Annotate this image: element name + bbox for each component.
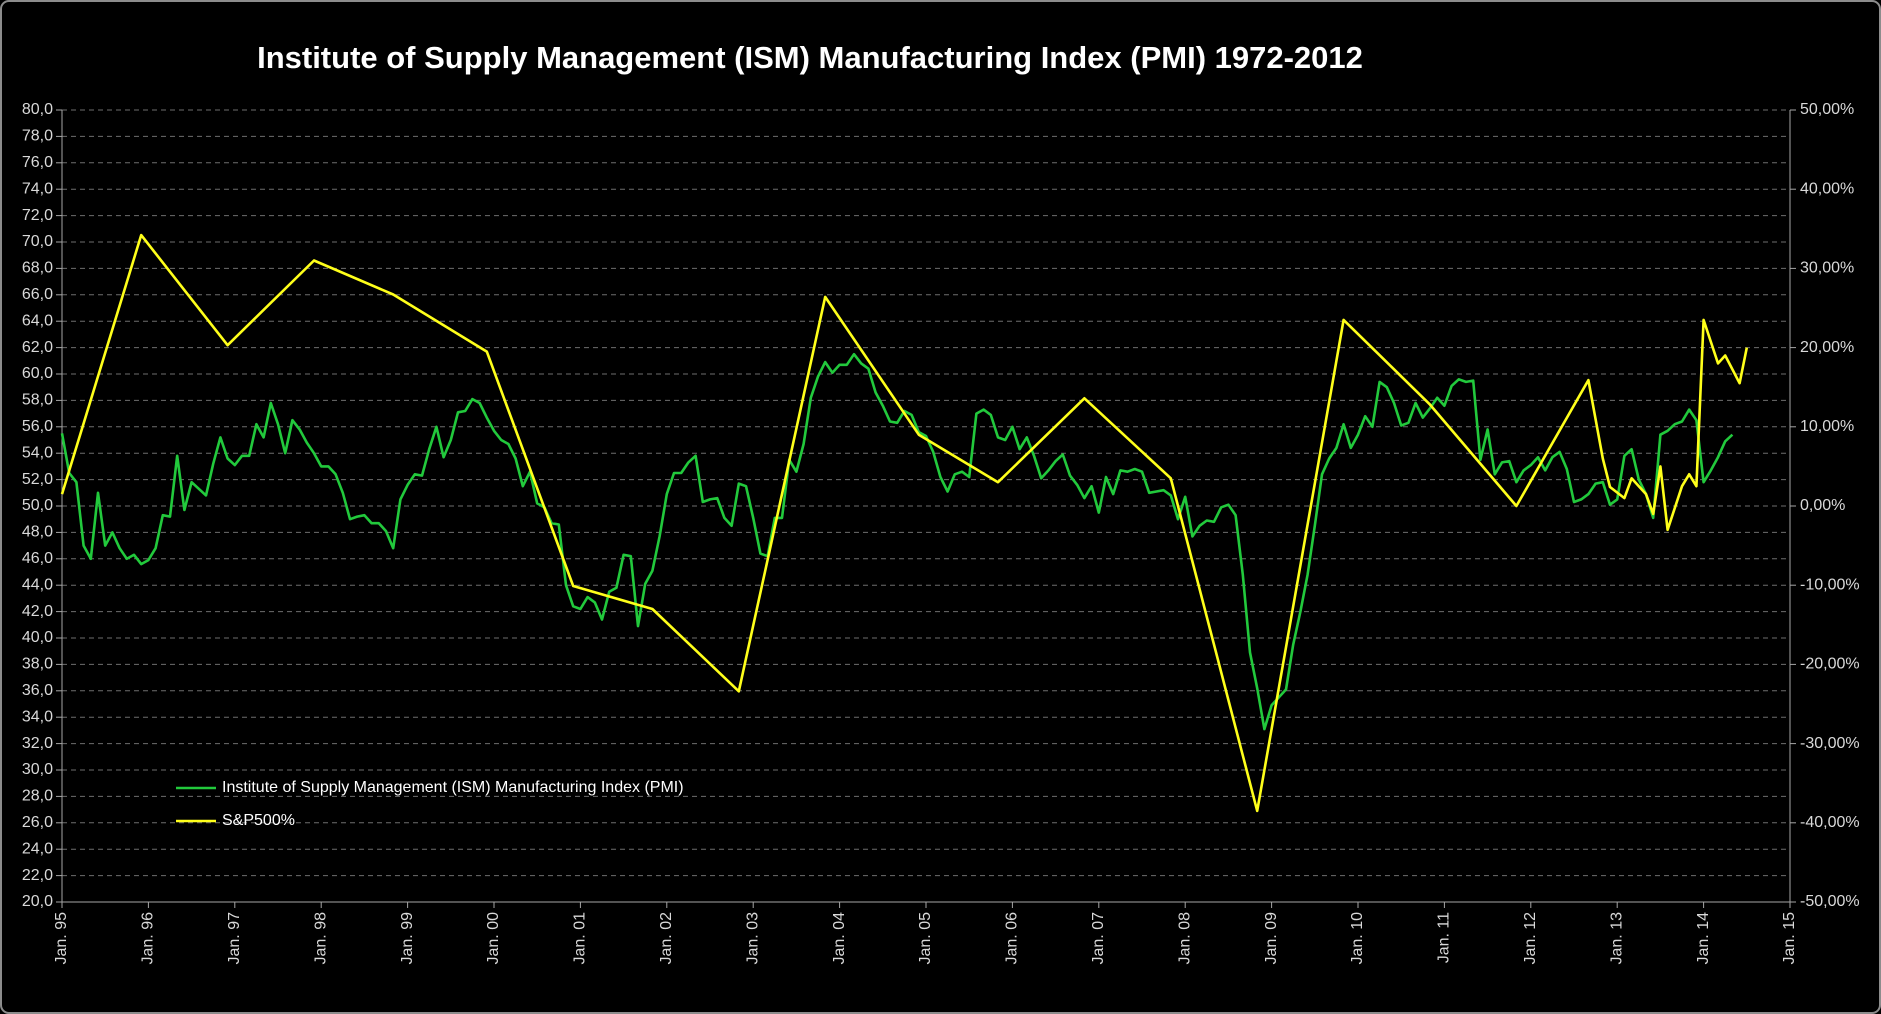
- x-tick-label: Jan. 02: [658, 912, 675, 965]
- y-tick-label: 74,0: [22, 180, 53, 197]
- y2-tick-label: -30,00%: [1800, 735, 1860, 752]
- legend-label: S&P500%: [222, 812, 295, 829]
- x-tick-label: Jan. 12: [1522, 912, 1539, 965]
- x-tick-label: Jan. 13: [1608, 912, 1625, 965]
- y-tick-label: 60,0: [22, 365, 53, 382]
- y-tick-label: 26,0: [22, 814, 53, 831]
- y-tick-label: 22,0: [22, 867, 53, 884]
- y-tick-label: 36,0: [22, 682, 53, 699]
- x-tick-label: Jan. 14: [1695, 912, 1712, 965]
- y2-tick-label: 30,00%: [1800, 260, 1854, 277]
- legend-label: Institute of Supply Management (ISM) Man…: [222, 779, 684, 796]
- y-tick-label: 40,0: [22, 629, 53, 646]
- y-tick-label: 68,0: [22, 260, 53, 277]
- x-tick-label: Jan. 01: [572, 912, 589, 965]
- y-tick-label: 38,0: [22, 656, 53, 673]
- x-tick-label: Jan. 00: [485, 912, 502, 965]
- y2-tick-label: 0,00%: [1800, 497, 1845, 514]
- y-tick-label: 20,0: [22, 893, 53, 910]
- y2-tick-label: -40,00%: [1800, 814, 1860, 831]
- grid: [62, 109, 1790, 903]
- y-tick-label: 62,0: [22, 339, 53, 356]
- y2-tick-label: 50,00%: [1800, 101, 1854, 118]
- series-line: [60, 352, 1734, 731]
- x-tick-label: Jan. 99: [399, 912, 416, 965]
- x-tick-label: Jan. 15: [1781, 912, 1798, 965]
- y-tick-label: 42,0: [22, 603, 53, 620]
- y-tick-label: 32,0: [22, 735, 53, 752]
- series-line: [60, 233, 1749, 813]
- y-tick-label: 80,0: [22, 101, 53, 118]
- x-tick-label: Jan. 05: [917, 912, 934, 965]
- legend: Institute of Supply Management (ISM) Man…: [176, 779, 684, 829]
- y2-tick-label: -20,00%: [1800, 656, 1860, 673]
- y2-tick-label: 10,00%: [1800, 418, 1854, 435]
- y-tick-label: 24,0: [22, 840, 53, 857]
- x-tick-label: Jan. 98: [312, 912, 329, 965]
- axes: 20,0 22,0 24,0 26,0 28,0 30,0 32,0 34,0 36,0 38,0…: [22, 101, 1860, 964]
- chart-title: Institute of Supply Management (ISM) Man…: [257, 40, 1363, 75]
- y-tick-label: 46,0: [22, 550, 53, 567]
- y-tick-label: 76,0: [22, 154, 53, 171]
- x-tick-label: Jan. 07: [1090, 912, 1107, 965]
- y-tick-label: 64,0: [22, 312, 53, 329]
- x-tick-label: Jan. 97: [226, 912, 243, 965]
- y-tick-label: 28,0: [22, 788, 53, 805]
- x-tick-label: Jan. 95: [53, 912, 70, 965]
- x-tick-label: Jan. 96: [140, 912, 157, 965]
- y-tick-label: 66,0: [22, 286, 53, 303]
- x-tick-label: Jan. 10: [1349, 912, 1366, 965]
- y2-tick-label: -10,00%: [1800, 576, 1860, 593]
- y2-tick-label: 20,00%: [1800, 339, 1854, 356]
- x-tick-label: Jan. 09: [1263, 912, 1280, 965]
- y-tick-label: 72,0: [22, 207, 53, 224]
- y-tick-label: 48,0: [22, 524, 53, 541]
- x-tick-label: Jan. 04: [831, 912, 848, 965]
- y-tick-label: 44,0: [22, 576, 53, 593]
- x-tick-label: Jan. 11: [1436, 912, 1453, 963]
- y-tick-label: 58,0: [22, 392, 53, 409]
- y-tick-label: 78,0: [22, 128, 53, 145]
- y-tick-label: 50,0: [22, 497, 53, 514]
- y-tick-label: 34,0: [22, 708, 53, 725]
- x-tick-label: Jan. 08: [1176, 912, 1193, 965]
- x-tick-label: Jan. 06: [1004, 912, 1021, 965]
- x-tick-label: Jan. 03: [744, 912, 761, 965]
- y-tick-label: 30,0: [22, 761, 53, 778]
- y2-tick-label: -50,00%: [1800, 893, 1860, 910]
- y-tick-label: 56,0: [22, 418, 53, 435]
- y-tick-label: 70,0: [22, 233, 53, 250]
- y2-tick-label: 40,00%: [1800, 180, 1854, 197]
- lines: [60, 233, 1749, 813]
- y-tick-label: 52,0: [22, 471, 53, 488]
- y-tick-label: 54,0: [22, 444, 53, 461]
